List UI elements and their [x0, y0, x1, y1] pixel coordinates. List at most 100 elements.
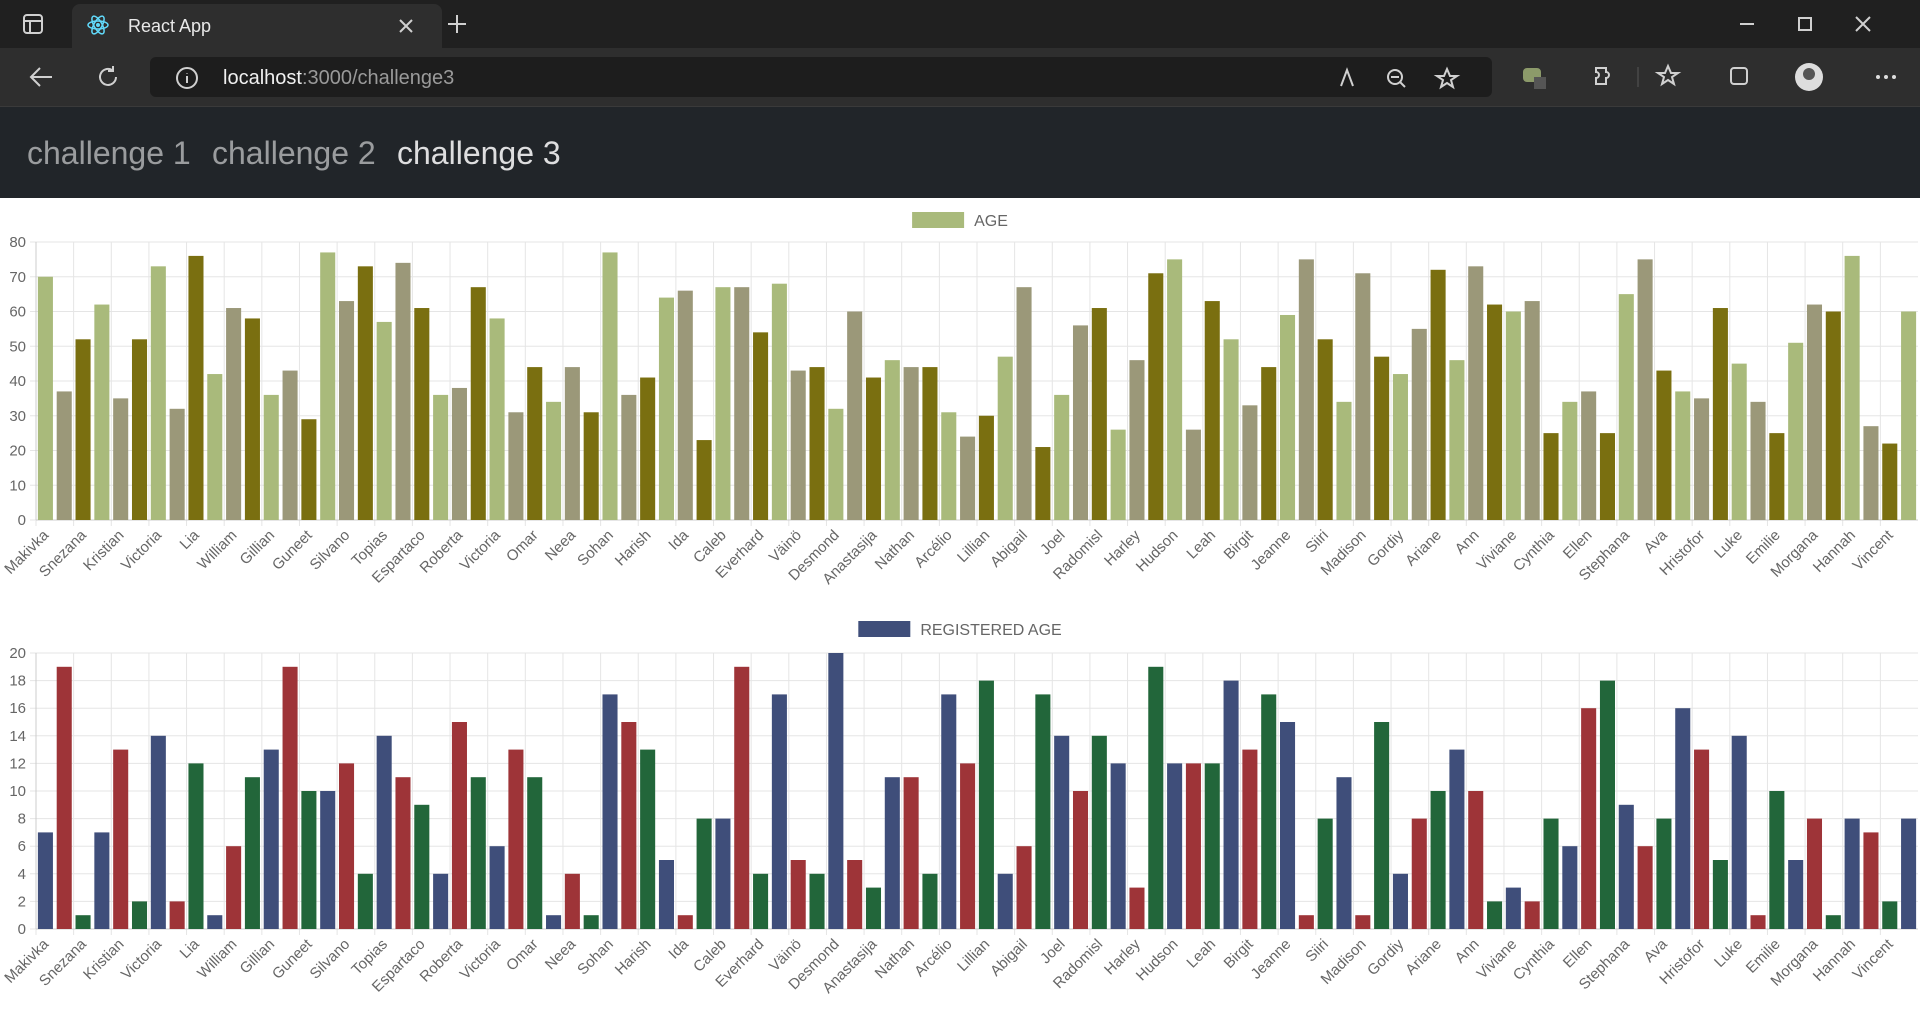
y-tick-label: 20: [9, 443, 26, 460]
bar: [1449, 749, 1465, 929]
new-tab[interactable]: [446, 13, 468, 35]
x-tick-label: Luke: [1711, 936, 1746, 971]
bar: [1825, 915, 1841, 929]
bar: [922, 367, 938, 520]
bar: [376, 321, 392, 520]
bar: [527, 367, 543, 520]
bar: [696, 818, 712, 929]
bar: [282, 370, 298, 520]
bar: [978, 680, 994, 929]
y-tick-label: 8: [18, 811, 26, 828]
bar: [94, 304, 110, 520]
bar: [677, 915, 693, 929]
x-tick-label: Hannah: [1810, 527, 1859, 576]
bar: [169, 901, 185, 929]
bar: [1694, 398, 1710, 520]
nav-link[interactable]: challenge 3: [397, 135, 561, 171]
bar: [922, 873, 938, 929]
address-bar[interactable]: localhost:3000/challenge3: [150, 57, 1492, 97]
bar: [1863, 426, 1879, 520]
toolbar-icons[interactable]: [1520, 62, 1900, 92]
x-tick-label: Victoria: [457, 526, 505, 574]
nav-link[interactable]: challenge 2: [212, 135, 376, 171]
bar: [809, 367, 825, 520]
bar: [583, 915, 599, 929]
x-tick-label: William: [194, 527, 240, 573]
bar: [734, 666, 750, 929]
bar: [771, 694, 787, 929]
bar: [602, 694, 618, 929]
bar: [414, 804, 430, 929]
close-tab[interactable]: [398, 18, 414, 34]
bar: [320, 252, 336, 521]
y-tick-label: 80: [9, 234, 26, 251]
x-tick-label: Kristian: [80, 527, 127, 574]
bar: [1581, 708, 1597, 929]
bar: [1091, 735, 1107, 929]
bar: [847, 860, 863, 929]
y-tick-label: 70: [9, 269, 26, 286]
bar: [1110, 763, 1126, 929]
legend-swatch: [912, 212, 965, 228]
y-tick-label: 0: [18, 512, 26, 529]
bar: [451, 722, 467, 929]
x-tick-label: Siiri: [1302, 936, 1332, 966]
x-tick-label: Siiri: [1302, 527, 1332, 557]
back-button[interactable]: [28, 65, 54, 89]
address-actions[interactable]: [1335, 66, 1475, 90]
x-tick-label: Kristian: [80, 936, 127, 983]
react-icon: [87, 15, 109, 35]
bar: [1750, 915, 1766, 929]
window-controls[interactable]: [1736, 14, 1906, 34]
url: localhost:3000/challenge3: [223, 67, 454, 90]
nav-link[interactable]: challenge 1: [27, 135, 191, 171]
bar: [734, 287, 750, 520]
bar: [941, 694, 957, 929]
x-tick-label: Victoria: [118, 526, 166, 574]
bar: [470, 287, 486, 520]
bar: [753, 873, 769, 929]
active-tab[interactable]: React App: [72, 4, 442, 48]
bar: [131, 901, 148, 929]
bar: [1242, 749, 1258, 929]
bar: [339, 301, 355, 520]
bar: [1844, 255, 1860, 520]
bar: [1054, 735, 1070, 929]
site-info-icon[interactable]: [175, 66, 199, 90]
x-tick-label: Sohan: [574, 936, 617, 979]
x-tick-label: Hannah: [1810, 936, 1859, 985]
x-tick-label: Jeanne: [1248, 527, 1295, 574]
tab-title: React App: [128, 16, 212, 36]
bar: [1449, 360, 1465, 520]
bar: [1769, 791, 1785, 929]
x-tick-label: Ann: [1452, 527, 1483, 558]
bar: [546, 915, 562, 929]
bar: [640, 377, 656, 520]
y-tick-label: 10: [9, 783, 26, 800]
bar: [1298, 259, 1314, 520]
x-tick-label: Omar: [503, 936, 542, 975]
charts: 01020304050607080MakivkaSnezanaKristianV…: [1, 212, 1918, 997]
bar: [150, 735, 166, 929]
bar: [508, 749, 524, 929]
bar: [1374, 356, 1390, 520]
bar: [1374, 722, 1390, 929]
reload-button[interactable]: [95, 64, 121, 90]
bar: [1261, 694, 1277, 929]
bar: [1204, 763, 1220, 929]
bar: [1524, 901, 1540, 929]
x-tick-label: Gordiy: [1364, 526, 1408, 570]
bar: [56, 666, 72, 929]
bar: [1430, 269, 1446, 520]
bar: [602, 252, 618, 521]
bar: [828, 408, 844, 520]
bar: [753, 332, 769, 520]
x-tick-label: Guneet: [269, 935, 316, 982]
bar: [282, 666, 298, 929]
x-tick-label: Joel: [1037, 527, 1068, 558]
bar: [94, 832, 110, 929]
bar: [1355, 273, 1371, 520]
x-tick-label: Roberta: [417, 935, 467, 985]
x-tick-label: Harish: [612, 936, 655, 979]
bar: [1129, 887, 1145, 929]
